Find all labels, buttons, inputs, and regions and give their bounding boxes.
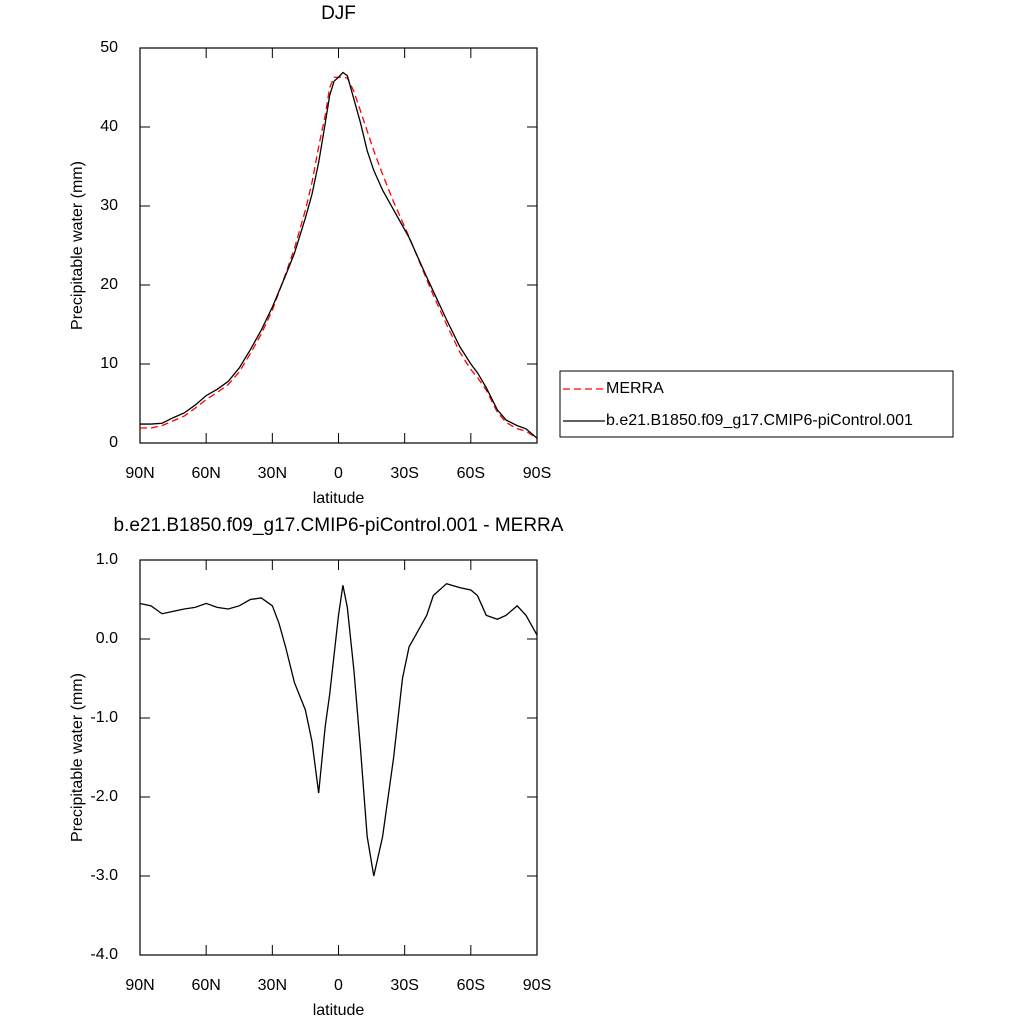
- y-tick-label: 50: [100, 39, 118, 56]
- x-tick-label: 60S: [457, 977, 485, 994]
- x-tick-label: 0: [334, 465, 343, 482]
- x-tick-label: 90N: [125, 465, 154, 482]
- x-tick-label: 0: [334, 977, 343, 994]
- legend-label: MERRA: [606, 380, 664, 397]
- y-axis-label: Precipitable water (mm): [69, 161, 86, 330]
- y-axis-label: Precipitable water (mm): [69, 673, 86, 842]
- data-line: [140, 71, 538, 439]
- y-tick-label: 1.0: [96, 551, 118, 568]
- x-tick-label: 30N: [258, 977, 287, 994]
- x-tick-label: 30S: [390, 977, 418, 994]
- y-tick-label: 0.0: [96, 630, 118, 647]
- x-tick-label: 90S: [523, 465, 551, 482]
- y-tick-label: -4.0: [90, 946, 118, 963]
- y-tick-label: 0: [109, 434, 118, 451]
- x-tick-label: 60N: [191, 977, 220, 994]
- data-line: [139, 582, 538, 877]
- x-tick-label: 60N: [191, 465, 220, 482]
- legend-label: b.e21.B1850.f09_g17.CMIP6-piControl.001: [606, 412, 913, 429]
- y-tick-label: 10: [100, 355, 118, 372]
- legend-box: [559, 370, 954, 438]
- x-tick-label: 90N: [125, 977, 154, 994]
- x-tick-label: 30N: [258, 465, 287, 482]
- data-line: [140, 76, 538, 439]
- x-tick-label: 30S: [390, 465, 418, 482]
- chart-title: DJF: [321, 3, 356, 24]
- x-axis-label: latitude: [313, 1002, 365, 1019]
- y-tick-label: -1.0: [90, 709, 118, 726]
- chart-title: b.e21.B1850.f09_g17.CMIP6-piControl.001 …: [114, 515, 564, 536]
- x-tick-label: 90S: [523, 977, 551, 994]
- y-tick-label: -2.0: [90, 788, 118, 805]
- y-tick-label: 40: [100, 118, 118, 135]
- x-axis-label: latitude: [313, 490, 365, 507]
- y-tick-label: 30: [100, 197, 118, 214]
- x-tick-label: 60S: [457, 465, 485, 482]
- plot-frame: [139, 47, 538, 444]
- y-tick-label: 20: [100, 276, 118, 293]
- y-tick-label: -3.0: [90, 867, 118, 884]
